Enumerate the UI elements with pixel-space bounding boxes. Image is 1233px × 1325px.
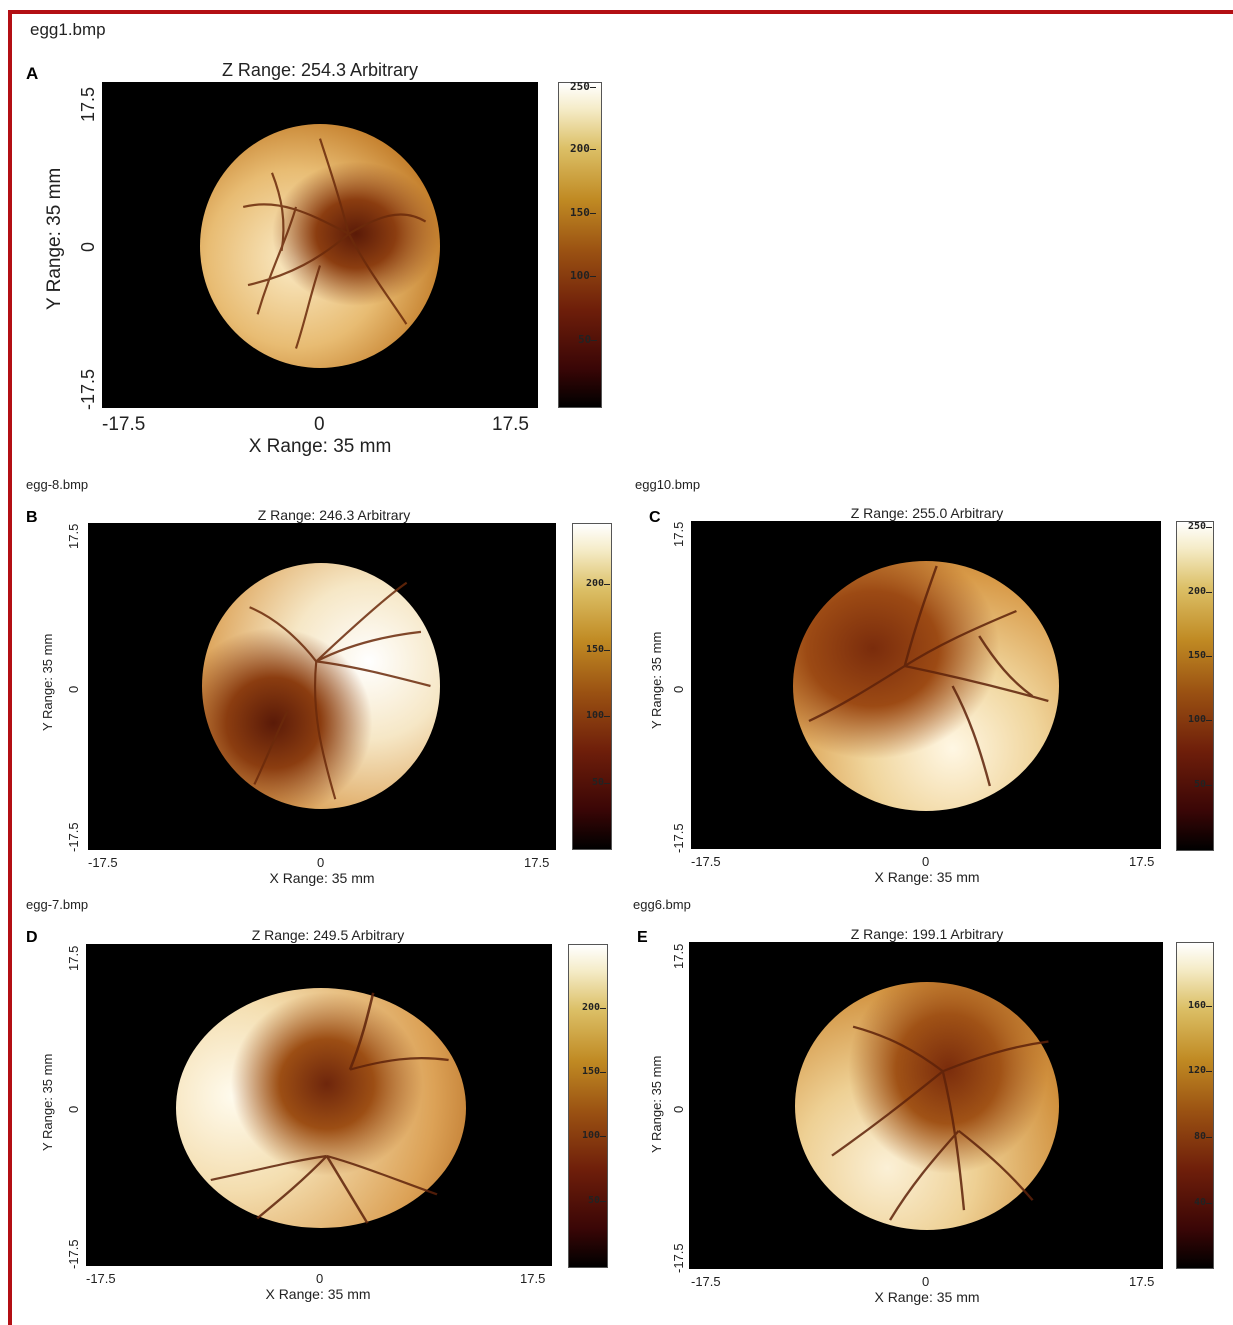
panel-filename: egg1.bmp (30, 20, 106, 39)
colorbar-tick-label: 200 (570, 142, 596, 155)
colorbar-tick-label: 40 (1194, 1197, 1213, 1208)
panel-letter: B (26, 509, 38, 526)
colorbar-tick-label: 100 (582, 1130, 607, 1141)
y-tick-label: 17.5 (66, 523, 81, 549)
egg-image (795, 982, 1059, 1230)
heatmap-plot (86, 944, 552, 1266)
x-tick-label: 17.5 (520, 1271, 546, 1286)
panel-filename: egg-7.bmp (26, 897, 89, 912)
x-tick-label: 0 (317, 855, 325, 870)
colorbar-tick-label: 200 (586, 578, 611, 589)
colorbar-tick-label: 150 (582, 1066, 607, 1077)
y-axis-label: Y Range: 35 mm (649, 1055, 664, 1153)
x-tick-label: 0 (922, 1274, 930, 1289)
y-axis-label: Y Range: 35 mm (40, 1053, 55, 1151)
egg-image (793, 561, 1059, 811)
x-axis-label: X Range: 35 mm (265, 1286, 371, 1302)
y-tick-label: 0 (66, 685, 81, 693)
x-tick-label: 17.5 (1129, 854, 1155, 869)
x-tick-label: 0 (316, 1271, 324, 1286)
colorbar-tick-label: 250 (570, 80, 596, 93)
panel-filename: egg-8.bmp (26, 477, 89, 492)
y-tick-label: -17.5 (66, 822, 81, 852)
heatmap-plot (691, 521, 1161, 849)
x-axis-label: X Range: 35 mm (874, 1289, 980, 1305)
y-tick-label: 0 (66, 1105, 81, 1113)
x-tick-label: -17.5 (691, 854, 721, 869)
panel-filename: egg6.bmp (633, 897, 691, 912)
y-tick-label: -17.5 (66, 1239, 81, 1269)
x-tick-label: -17.5 (88, 855, 118, 870)
colorbar-tick-label: 50 (1194, 779, 1213, 790)
x-tick-label: 17.5 (1129, 1274, 1155, 1289)
panel-letter: E (637, 929, 648, 946)
y-axis-label: Y Range: 35 mm (40, 633, 55, 731)
panel-e: egg6.bmp E Z Range: 199.1 Arbitrary 17.5… (633, 897, 1225, 1309)
y-tick-label: 0 (671, 1105, 686, 1113)
colorbar (568, 944, 608, 1268)
panel-d: egg-7.bmp D Z Range: 249.5 Arbitrary 17.… (26, 897, 626, 1309)
panel-filename: egg10.bmp (635, 477, 701, 492)
panel-letter: D (26, 929, 38, 946)
y-tick-label: 0 (671, 685, 686, 693)
z-range-title: Z Range: 254.3 Arbitrary (221, 60, 419, 80)
egg-image (176, 988, 466, 1228)
colorbar (1176, 942, 1214, 1269)
y-axis-label: Y Range: 35 mm (44, 167, 65, 310)
y-tick-label: 0 (78, 241, 98, 252)
x-tick-label: -17.5 (86, 1271, 116, 1286)
y-tick-label: 17.5 (66, 945, 81, 971)
x-tick-label: -17.5 (102, 414, 146, 435)
panel-c: egg10.bmp C Z Range: 255.0 Arbitrary 17.… (635, 477, 1225, 889)
x-tick-label: 17.5 (524, 855, 550, 870)
egg-image (200, 124, 440, 368)
y-tick-label: 17.5 (671, 521, 686, 547)
colorbar-tick-label: 150 (570, 206, 596, 219)
panel-b: egg-8.bmp B Z Range: 246.3 Arbitrary 17.… (26, 477, 626, 889)
y-tick-label: -17.5 (78, 368, 98, 410)
colorbar (1176, 521, 1214, 851)
x-tick-label: 0 (922, 854, 930, 869)
y-tick-label: 17.5 (671, 943, 686, 969)
x-tick-label: -17.5 (691, 1274, 721, 1289)
colorbar-tick-label: 50 (578, 333, 598, 346)
heatmap-plot (102, 82, 538, 408)
colorbar-tick-label: 200 (1188, 586, 1213, 597)
y-axis-label: Y Range: 35 mm (649, 631, 664, 729)
colorbar-tick-label: 50 (588, 1195, 607, 1206)
heatmap-plot (88, 523, 556, 850)
figure-frame-top (8, 10, 1233, 14)
x-axis-label: X Range: 35 mm (874, 869, 980, 885)
heatmap-plot (689, 942, 1163, 1269)
y-tick-label: 17.5 (78, 86, 98, 122)
colorbar (558, 82, 602, 408)
colorbar-tick-label: 50 (592, 777, 611, 788)
colorbar-tick-label: 150 (586, 644, 611, 655)
z-range-title: Z Range: 255.0 Arbitrary (850, 505, 1004, 521)
z-range-title: Z Range: 199.1 Arbitrary (850, 926, 1004, 942)
colorbar (572, 523, 612, 850)
colorbar-tick-label: 100 (1188, 714, 1213, 725)
figure-frame-left (8, 10, 12, 1325)
panel-a: egg1.bmp A Z Range: 254.3 Arbitrary 17.5… (26, 20, 620, 460)
colorbar-tick-label: 250 (1188, 521, 1213, 532)
colorbar-tick-label: 100 (586, 710, 611, 721)
panel-letter: C (649, 509, 661, 526)
y-tick-label: -17.5 (671, 1243, 686, 1273)
x-tick-label: 17.5 (492, 414, 529, 435)
x-axis-label: X Range: 35 mm (248, 436, 392, 457)
colorbar-tick-label: 120 (1188, 1065, 1213, 1076)
colorbar-tick-label: 150 (1188, 650, 1213, 661)
colorbar-tick-label: 80 (1194, 1131, 1213, 1142)
colorbar-tick-label: 160 (1188, 1000, 1213, 1011)
x-axis-label: X Range: 35 mm (269, 870, 375, 886)
panel-letter: A (26, 64, 39, 83)
z-range-title: Z Range: 246.3 Arbitrary (257, 507, 411, 523)
z-range-title: Z Range: 249.5 Arbitrary (251, 927, 405, 943)
x-tick-label: 0 (314, 414, 325, 435)
colorbar-tick-label: 100 (570, 269, 596, 282)
egg-image (202, 563, 440, 809)
colorbar-tick-label: 200 (582, 1002, 607, 1013)
y-tick-label: -17.5 (671, 823, 686, 853)
